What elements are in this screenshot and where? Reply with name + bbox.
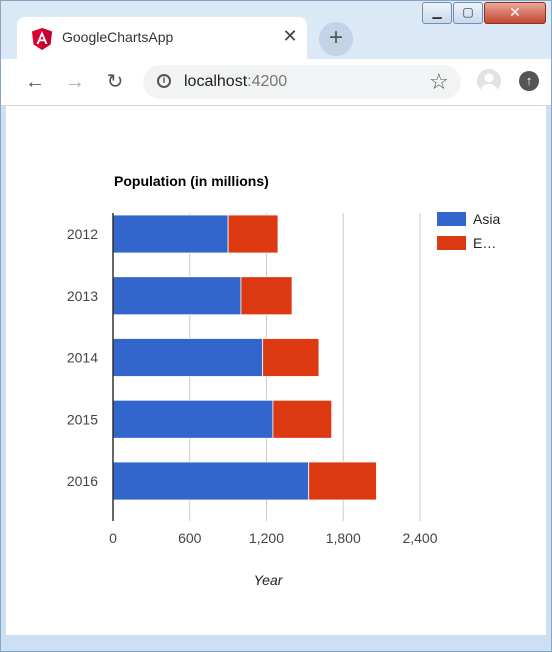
- bar-2013-series-0: [112, 276, 242, 316]
- bar-2015-series-1: [272, 399, 333, 439]
- population-bar-chart: 2012 2013 2014 2015 2016 0 600 1,200 1,800 2,400 Y…: [67, 211, 501, 588]
- bar-2012-series-0: [112, 214, 229, 254]
- tab-strip: GoogleChartsApp ✕ + ▁ ▢ ✕: [1, 1, 551, 59]
- bar-2013-series-1: [240, 276, 293, 316]
- legend-swatch-0: [437, 212, 466, 226]
- bar-2015-series-0: [112, 399, 274, 439]
- profile-icon[interactable]: [477, 69, 501, 93]
- x-tick-label-1: 600: [178, 530, 202, 546]
- reload-icon[interactable]: ↻: [106, 71, 124, 93]
- back-arrow-icon[interactable]: ←: [25, 71, 45, 93]
- x-axis-title: Year: [254, 572, 284, 588]
- close-icon[interactable]: ✕: [282, 26, 298, 46]
- page-content: Population (in millions) 2012 2013 2014 201…: [6, 106, 546, 635]
- forward-arrow-icon[interactable]: →: [65, 71, 85, 93]
- bar-2014-series-1: [262, 338, 320, 377]
- chart-title: Population (in millions): [114, 173, 269, 189]
- x-tick-label-4: 2,400: [402, 530, 437, 546]
- x-tick-label-3: 1,800: [326, 530, 361, 546]
- info-icon[interactable]: i: [157, 74, 171, 88]
- category-label-2014: 2014: [67, 350, 98, 366]
- category-label-2015: 2015: [67, 411, 98, 427]
- minimize-button[interactable]: ▁: [422, 2, 452, 24]
- category-label-2012: 2012: [67, 226, 98, 242]
- browser-tab[interactable]: GoogleChartsApp ✕: [17, 17, 307, 59]
- legend-label-0: Asia: [473, 211, 500, 227]
- star-icon[interactable]: ☆: [429, 69, 449, 94]
- url-text[interactable]: localhost:4200: [184, 73, 288, 90]
- category-label-2013: 2013: [67, 288, 98, 304]
- maximize-button[interactable]: ▢: [453, 2, 483, 24]
- plus-icon[interactable]: +: [319, 22, 353, 56]
- bar-2014-series-0: [112, 338, 264, 377]
- x-tick-label-0: 0: [109, 530, 117, 546]
- window-close-button[interactable]: ✕: [484, 2, 546, 24]
- x-tick-label-2: 1,200: [249, 530, 284, 546]
- legend-label-1: E…: [473, 235, 496, 251]
- browser-toolbar: ← → ↻ i localhost:4200 ☆ ↑: [1, 59, 551, 106]
- bar-2012-series-1: [227, 214, 279, 254]
- address-bar[interactable]: i localhost:4200 ☆: [143, 65, 461, 99]
- category-label-2016: 2016: [67, 473, 98, 489]
- legend-swatch-1: [437, 236, 466, 250]
- angular-icon: [32, 28, 52, 50]
- bar-2016-series-1: [308, 461, 377, 501]
- tab-title: GoogleChartsApp: [62, 29, 174, 45]
- update-icon[interactable]: ↑: [519, 71, 539, 91]
- bar-2016-series-0: [112, 461, 310, 501]
